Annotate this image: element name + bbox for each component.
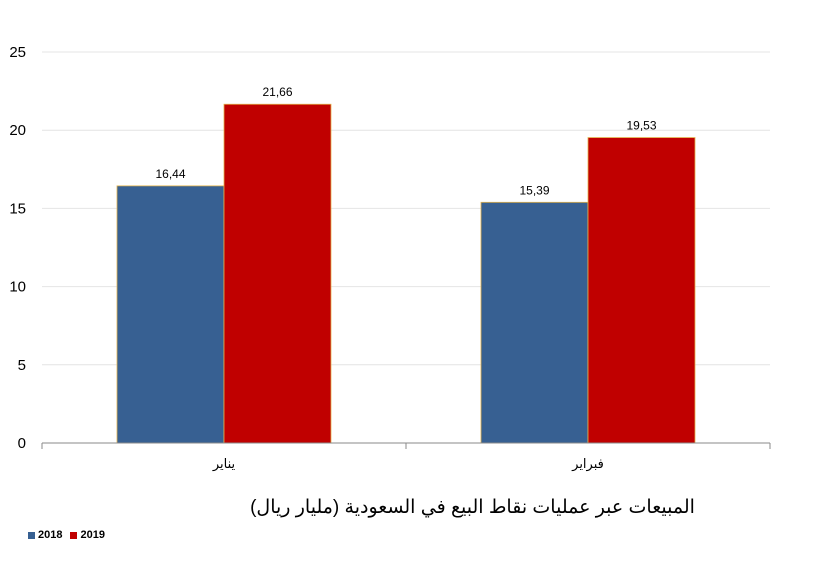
y-tick-label-15: 15 (9, 200, 26, 217)
legend-label-2018: 2018 (38, 529, 63, 541)
bar-2019-0 (223, 103, 332, 444)
bars (116, 103, 696, 444)
y-tick-label-10: 10 (9, 279, 26, 296)
y-tick-label-20: 20 (9, 122, 26, 139)
data-labels: 16,44 21,66 15,39 19,53 (155, 85, 656, 197)
data-label-2018-1: 15,39 (519, 183, 549, 197)
bar-2018-1 (480, 201, 589, 444)
legend-label-2019: 2019 (80, 529, 105, 541)
legend-item-2018: 2018 (28, 529, 62, 541)
x-tick-label-1: فبراير (571, 456, 604, 472)
legend-swatch-2019 (70, 531, 78, 539)
legend: 2018 2019 (28, 529, 105, 541)
y-tick-label-5: 5 (18, 357, 26, 374)
legend-swatch-2018 (28, 531, 35, 539)
data-label-2019-1: 19,53 (626, 119, 656, 133)
legend-item-2019: 2019 (70, 529, 105, 541)
y-axis-ticks: 0 5 10 15 20 25 (9, 44, 26, 452)
y-tick-label-0: 0 (18, 435, 26, 452)
bar-2018-0 (116, 185, 225, 444)
y-tick-label-25: 25 (9, 44, 26, 61)
data-label-2019-0: 21,66 (262, 85, 292, 99)
x-tick-label-0: يناير (212, 456, 236, 472)
x-axis: يناير فبراير (41, 442, 771, 472)
data-label-2018-0: 16,44 (155, 167, 185, 181)
bar-2019-1 (587, 137, 696, 444)
chart-title: المبيعات عبر عمليات نقاط البيع في السعود… (250, 497, 695, 518)
